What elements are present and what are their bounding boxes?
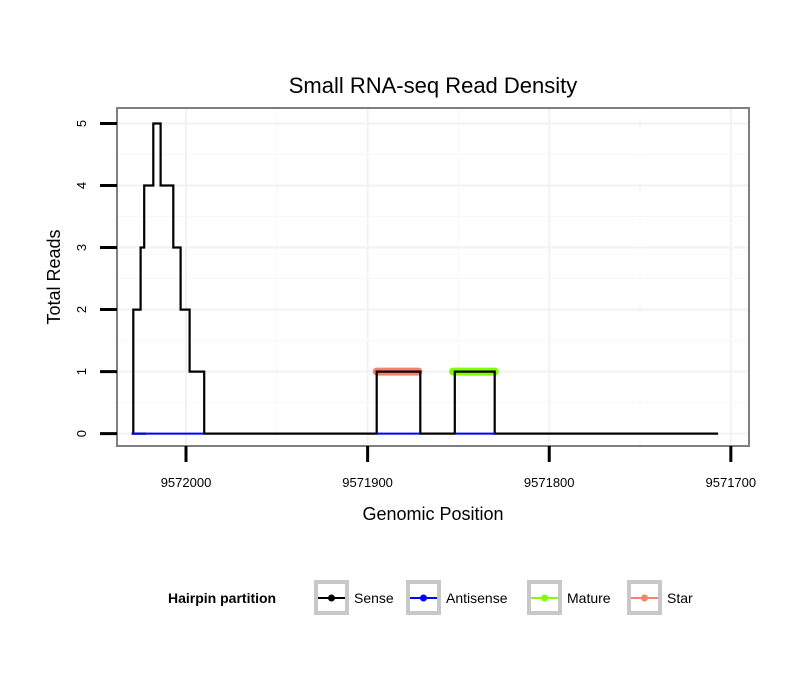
y-tick-label-4: 4 — [74, 182, 89, 189]
x-tick-label-3: 9571700 — [706, 475, 757, 490]
sense-line — [132, 122, 719, 435]
x-axis-title: Genomic Position — [362, 504, 503, 524]
legend-item-mature: Mature — [527, 580, 611, 615]
legend-title: Hairpin partition — [168, 590, 276, 606]
legend-label: Mature — [567, 590, 611, 606]
legend-key-dot — [328, 594, 335, 602]
chart-title: Small RNA-seq Read Density — [289, 73, 578, 98]
plot-border — [116, 107, 750, 447]
legend-item-star: Star — [627, 580, 693, 615]
legend-item-antisense: Antisense — [406, 580, 508, 615]
legend: Hairpin partition Sense Antisense Mature St… — [168, 580, 693, 615]
legend-label: Antisense — [446, 590, 508, 606]
x-axis: 9572000 9571900 9571800 9571700 — [161, 446, 756, 490]
legend-label: Sense — [354, 590, 394, 606]
x-tick-label-0: 9572000 — [161, 475, 212, 490]
y-tick-label-0: 0 — [74, 430, 89, 437]
y-tick-label-5: 5 — [74, 120, 89, 127]
legend-label: Star — [667, 590, 693, 606]
x-tick-label-2: 9571800 — [524, 475, 575, 490]
plot-area — [116, 107, 750, 447]
y-axis-title: Total Reads — [44, 229, 64, 324]
legend-key-dot — [541, 594, 548, 602]
legend-key-dot — [641, 594, 648, 602]
legend-key-dot — [420, 594, 427, 602]
x-tick-label-1: 9571900 — [342, 475, 393, 490]
y-tick-label-3: 3 — [74, 244, 89, 251]
legend-item-sense: Sense — [314, 580, 394, 615]
plot-background — [117, 108, 749, 446]
y-axis: 0 1 2 3 4 5 — [74, 120, 117, 437]
y-tick-label-1: 1 — [74, 368, 89, 375]
legend-items: Sense Antisense Mature Star — [314, 580, 693, 615]
y-tick-label-2: 2 — [74, 306, 89, 313]
series-layer — [131, 122, 719, 435]
